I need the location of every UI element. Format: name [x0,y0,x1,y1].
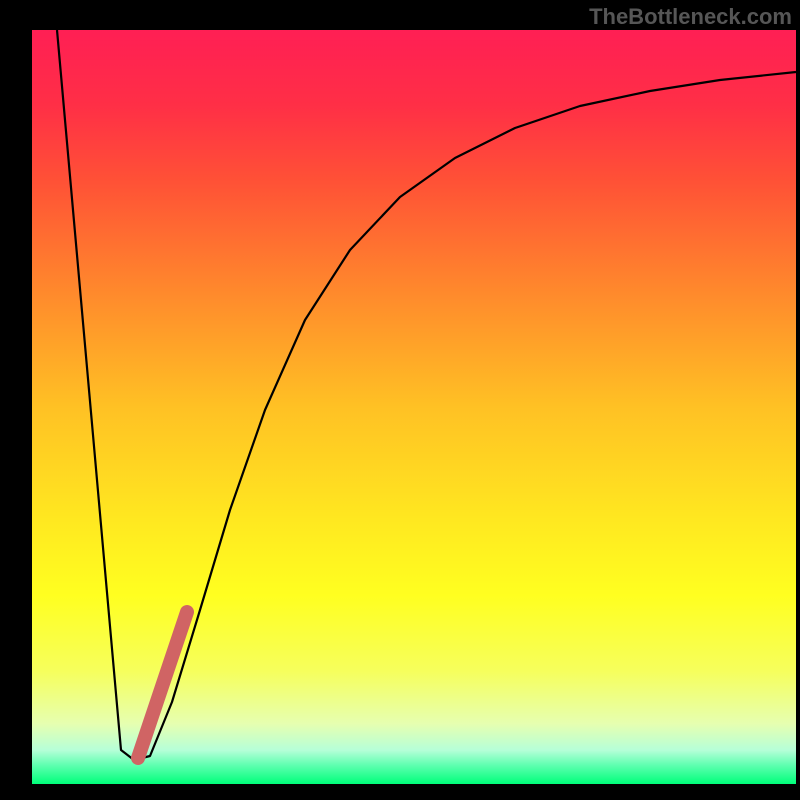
bottleneck-chart [0,0,800,800]
plot-area [32,30,796,784]
watermark-text: TheBottleneck.com [589,4,792,30]
chart-container: TheBottleneck.com [0,0,800,800]
